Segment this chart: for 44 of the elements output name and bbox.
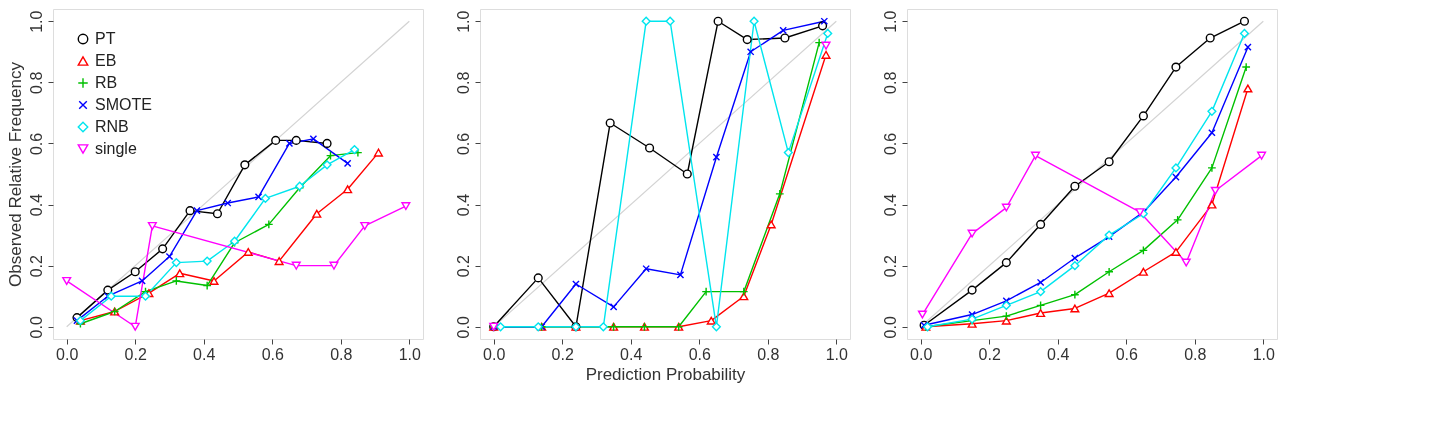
x-tick-label: 0.6	[261, 345, 284, 363]
x-tick-label: 1.0	[398, 345, 422, 363]
x-tick-label: 1.0	[825, 345, 849, 363]
y-tick-label: 0.4	[881, 193, 899, 217]
y-tick-label: 1.0	[454, 10, 472, 33]
y-tick-label: 0.2	[454, 254, 472, 278]
x-tick-label: 0.6	[688, 345, 711, 363]
y-axis-title: Observed Relative Frequency	[5, 61, 25, 287]
legend-label: PT	[95, 30, 116, 47]
x-tick-label: 0.4	[193, 345, 216, 363]
y-tick-label: 0.4	[27, 193, 45, 217]
legend-label: EB	[95, 52, 117, 69]
y-tick-label: 0.8	[27, 71, 45, 94]
x-tick-label: 1.0	[1252, 345, 1276, 363]
y-tick-label: 0.0	[881, 316, 899, 339]
y-tick-label: 1.0	[881, 10, 899, 33]
y-tick-label: 1.0	[27, 10, 45, 33]
y-tick-label: 0.0	[27, 316, 45, 339]
x-axis-title: Prediction Probability	[585, 364, 746, 384]
legend-label: RB	[95, 74, 118, 91]
legend-label: single	[95, 140, 137, 157]
x-tick-label: 0.0	[910, 345, 933, 363]
legend-label: RNB	[95, 118, 129, 135]
y-tick-label: 0.6	[881, 132, 899, 156]
x-tick-label: 0.0	[483, 345, 506, 363]
x-tick-label: 0.8	[1184, 345, 1207, 363]
y-tick-label: 0.8	[454, 71, 472, 94]
x-tick-label: 0.2	[978, 345, 1001, 363]
x-tick-label: 0.8	[330, 345, 353, 363]
legend-label: SMOTE	[95, 96, 152, 113]
y-tick-label: 0.6	[454, 132, 472, 156]
y-tick-label: 0.8	[881, 71, 899, 94]
x-tick-label: 0.8	[757, 345, 780, 363]
x-tick-label: 0.2	[551, 345, 574, 363]
x-tick-label: 0.6	[1115, 345, 1138, 363]
x-tick-label: 0.0	[56, 345, 79, 363]
y-tick-label: 0.0	[454, 316, 472, 339]
x-tick-label: 0.4	[1047, 345, 1070, 363]
y-tick-label: 0.2	[881, 254, 899, 278]
y-tick-label: 0.4	[454, 193, 472, 217]
y-tick-label: 0.2	[27, 254, 45, 278]
x-tick-label: 0.4	[620, 345, 643, 363]
y-tick-label: 0.6	[27, 132, 45, 156]
x-tick-label: 0.2	[124, 345, 147, 363]
